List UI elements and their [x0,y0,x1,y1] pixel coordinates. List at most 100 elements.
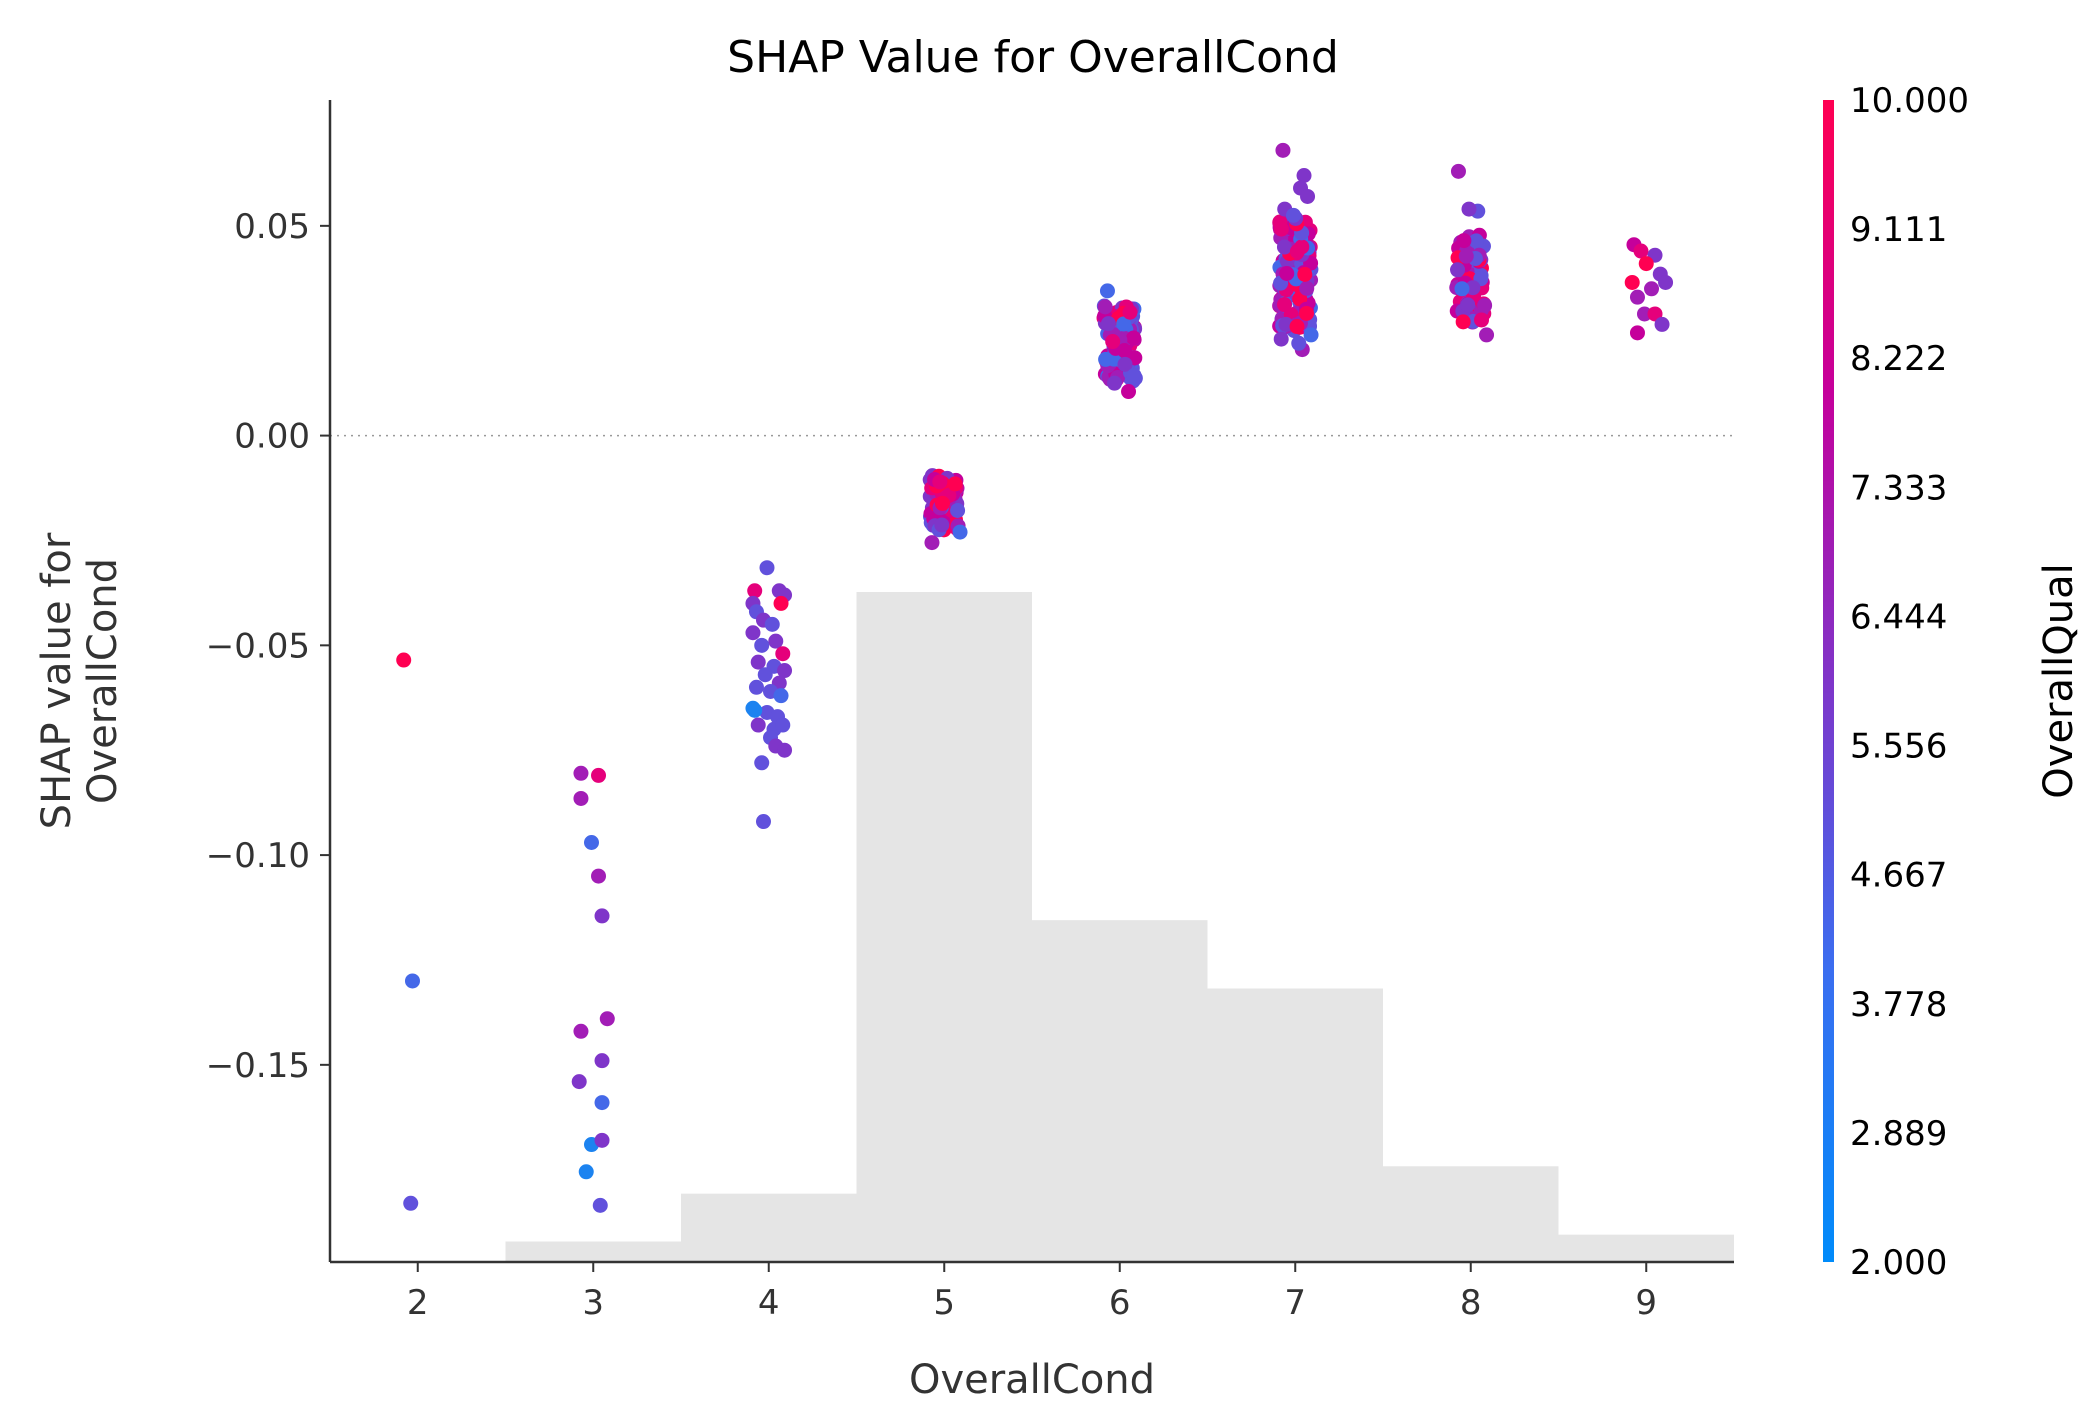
scatter-point [750,654,766,670]
scatter-point [764,616,780,632]
colorbar-tick-label: 3.778 [1850,985,1947,1025]
scatter-point [1465,280,1481,296]
scatter-point [573,765,589,781]
scatter-point [1275,142,1291,158]
scatter-point [1624,274,1640,290]
scatter-point [1454,281,1470,297]
chart-title: SHAP Value for OverallCond [727,32,1339,83]
colorbar-tick-group: 10.000 9.111 8.222 7.333 6.444 5.556 4.667 3.77… [1850,81,1969,1283]
scatter-point [1477,297,1493,313]
histogram-bar [1032,920,1208,1262]
scatter-point [1117,356,1133,372]
scatter-point [745,625,761,641]
scatter-point [571,1074,587,1090]
y-tick-label: −0.10 [206,836,310,876]
x-tick-label: 5 [933,1283,955,1323]
scatter-point [1455,314,1471,330]
scatter-point [1122,304,1138,320]
scatter-point [591,767,607,783]
scatter-point [1474,312,1490,328]
scatter-point [591,868,607,884]
scatter-point [1479,327,1495,343]
colorbar-tick-label: 6.444 [1850,597,1947,637]
scatter-point [747,583,763,599]
scatter-point [1100,316,1116,332]
scatter-point [573,1023,589,1039]
scatter-point [1099,283,1115,299]
scatter-point [777,663,793,679]
scatter-point [777,742,793,758]
y-tick-label: 0.00 [234,417,310,457]
scatter-point [1289,243,1305,259]
x-tick-label: 4 [758,1283,780,1323]
scatter-point [1289,319,1305,335]
scatter-point [1461,201,1477,217]
scatter-point [583,835,599,851]
scatter-point [1297,266,1313,282]
colorbar-tick-label: 2.889 [1850,1114,1947,1154]
scatter-point [594,1053,610,1069]
scatter-point [578,1164,594,1180]
scatter-point [1654,316,1670,332]
scatter-point [759,560,775,576]
x-axis-label: OverallCond [909,1357,1155,1403]
y-tick-group: 0.05 0.00 −0.05 −0.10 −0.15 [206,207,330,1086]
scatter-point [1098,351,1114,367]
scatter-point [748,679,764,695]
scatter-point [599,1011,615,1027]
histogram-bar [856,592,1032,1262]
scatter-point [750,717,766,733]
y-tick-label: −0.05 [206,626,310,666]
scatter-point [775,646,791,662]
scatter-point [1126,368,1142,384]
scatter-point [1285,207,1301,223]
scatter-point [1273,331,1289,347]
scatter-point [1629,289,1645,305]
histogram-bar [1383,1166,1559,1262]
scatter-point [1456,233,1472,249]
scatter-point [947,476,963,492]
scatter-point [950,502,966,518]
scatter-point [1276,239,1292,255]
scatter-point [934,517,950,533]
y-tick-label: −0.15 [206,1046,310,1086]
colorbar-tick-label: 8.222 [1850,339,1947,379]
x-tick-label: 6 [1109,1283,1131,1323]
scatter-point [1468,233,1484,249]
scatter-point [1450,262,1466,278]
scatter-point [754,637,770,653]
scatter-point [1291,335,1307,351]
feature-histogram [505,592,1734,1262]
scatter-point [1105,334,1121,350]
scatter-point [1276,297,1292,313]
x-tick-label: 2 [407,1283,429,1323]
scatter-point [768,633,784,649]
scatter-point [1296,168,1312,184]
scatter-point [1460,297,1476,313]
scatter-point [773,688,789,704]
scatter-point [757,667,773,683]
scatter-point [573,790,589,806]
scatter-point [1273,221,1289,237]
scatter-point [1299,280,1315,296]
scatter-point [1121,384,1137,400]
y-axis-label-line: SHAP value for [34,532,80,829]
scatter-point [1097,299,1113,315]
scatter-point [1116,343,1132,359]
scatter-point [773,595,789,611]
histogram-bar [1207,988,1383,1262]
scatter-point [1126,330,1142,346]
x-tick-label: 7 [1284,1283,1306,1323]
colorbar-tick-label: 10.000 [1850,81,1969,121]
scatter-point [754,755,770,771]
x-tick-label: 8 [1460,1283,1482,1323]
scatter-point [1658,274,1674,290]
histogram-bar [1558,1234,1734,1262]
scatter-point [1644,281,1660,297]
histogram-bar [681,1193,857,1262]
scatter-point [592,1197,608,1213]
scatter-point [594,1132,610,1148]
colorbar [1823,100,1834,1262]
histogram-bar [505,1241,681,1262]
colorbar-tick-label: 7.333 [1850,468,1947,508]
